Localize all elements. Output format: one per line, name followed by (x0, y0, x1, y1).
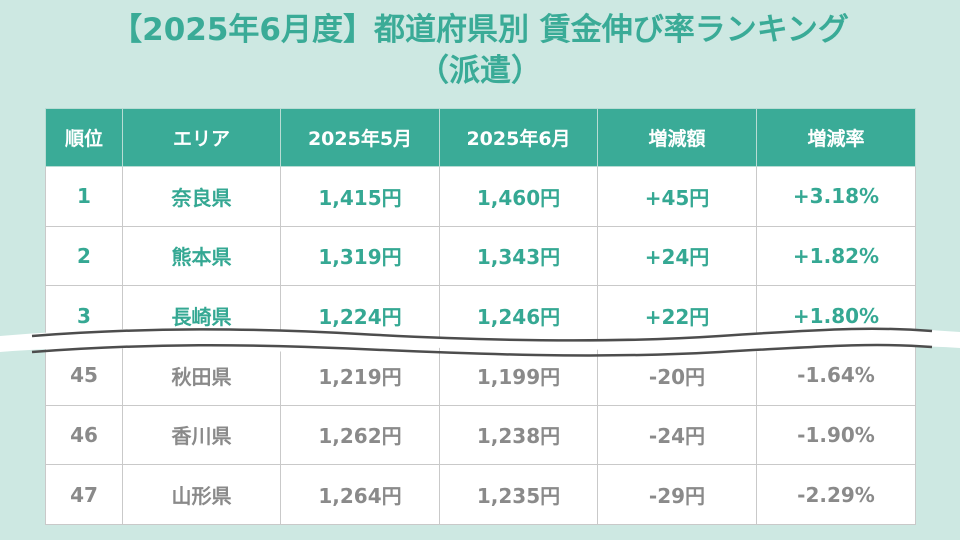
title-line-1: 【2025年6月度】都道府県別 賃金伸び率ランキング (111, 12, 849, 48)
cell-area: 山形県 (122, 464, 281, 525)
cell-change-rate: +3.18% (756, 166, 916, 227)
cell-june: 1,235円 (439, 464, 598, 525)
cell-rank: 45 (45, 344, 123, 406)
cell-change-rate: +1.82% (756, 225, 916, 287)
header-rank: 順位 (45, 108, 123, 167)
cell-change-amount: +24円 (597, 225, 757, 287)
ranking-table: 順位 エリア 2025年5月 2025年6月 増減額 増減率 1 奈良県 1,4… (45, 108, 916, 525)
cell-rank: 47 (45, 464, 123, 525)
cell-may: 1,264円 (280, 464, 440, 525)
cell-change-amount: -29円 (597, 464, 757, 525)
cell-june: 1,238円 (439, 404, 598, 466)
cell-area: 香川県 (122, 404, 281, 466)
cell-change-rate: -2.29% (756, 464, 916, 525)
header-area: エリア (122, 108, 281, 167)
header-change-amount: 増減額 (597, 108, 757, 167)
header-june: 2025年6月 (439, 108, 598, 167)
table-break-wave (0, 327, 960, 357)
cell-may: 1,319円 (280, 225, 440, 287)
cell-june: 1,343円 (439, 225, 598, 287)
table-header-row: 順位 エリア 2025年5月 2025年6月 増減額 増減率 (45, 108, 916, 167)
cell-june: 1,246円 (439, 285, 598, 346)
title-line-2: （派遣） (418, 53, 542, 89)
cell-change-amount: +45円 (597, 166, 757, 227)
table-row: 46 香川県 1,262円 1,238円 -24円 -1.90% (45, 404, 916, 466)
cell-may: 1,415円 (280, 166, 440, 227)
cell-area: 奈良県 (122, 166, 281, 227)
cell-change-amount: -24円 (597, 404, 757, 466)
cell-rank: 2 (45, 225, 123, 287)
table-row: 2 熊本県 1,319円 1,343円 +24円 +1.82% (45, 225, 916, 287)
cell-change-rate: -1.90% (756, 404, 916, 466)
page-title: 【2025年6月度】都道府県別 賃金伸び率ランキング （派遣） (0, 10, 960, 92)
table-row: 1 奈良県 1,415円 1,460円 +45円 +3.18% (45, 166, 916, 227)
header-may: 2025年5月 (280, 108, 440, 167)
cell-area: 熊本県 (122, 225, 281, 287)
cell-june: 1,460円 (439, 166, 598, 227)
table-row: 47 山形県 1,264円 1,235円 -29円 -2.29% (45, 464, 916, 525)
cell-may: 1,219円 (280, 344, 440, 406)
cell-may: 1,262円 (280, 404, 440, 466)
cell-rank: 46 (45, 404, 123, 466)
cell-change-rate: -1.64% (756, 344, 916, 406)
header-change-rate: 増減率 (756, 108, 916, 167)
cell-rank: 1 (45, 166, 123, 227)
